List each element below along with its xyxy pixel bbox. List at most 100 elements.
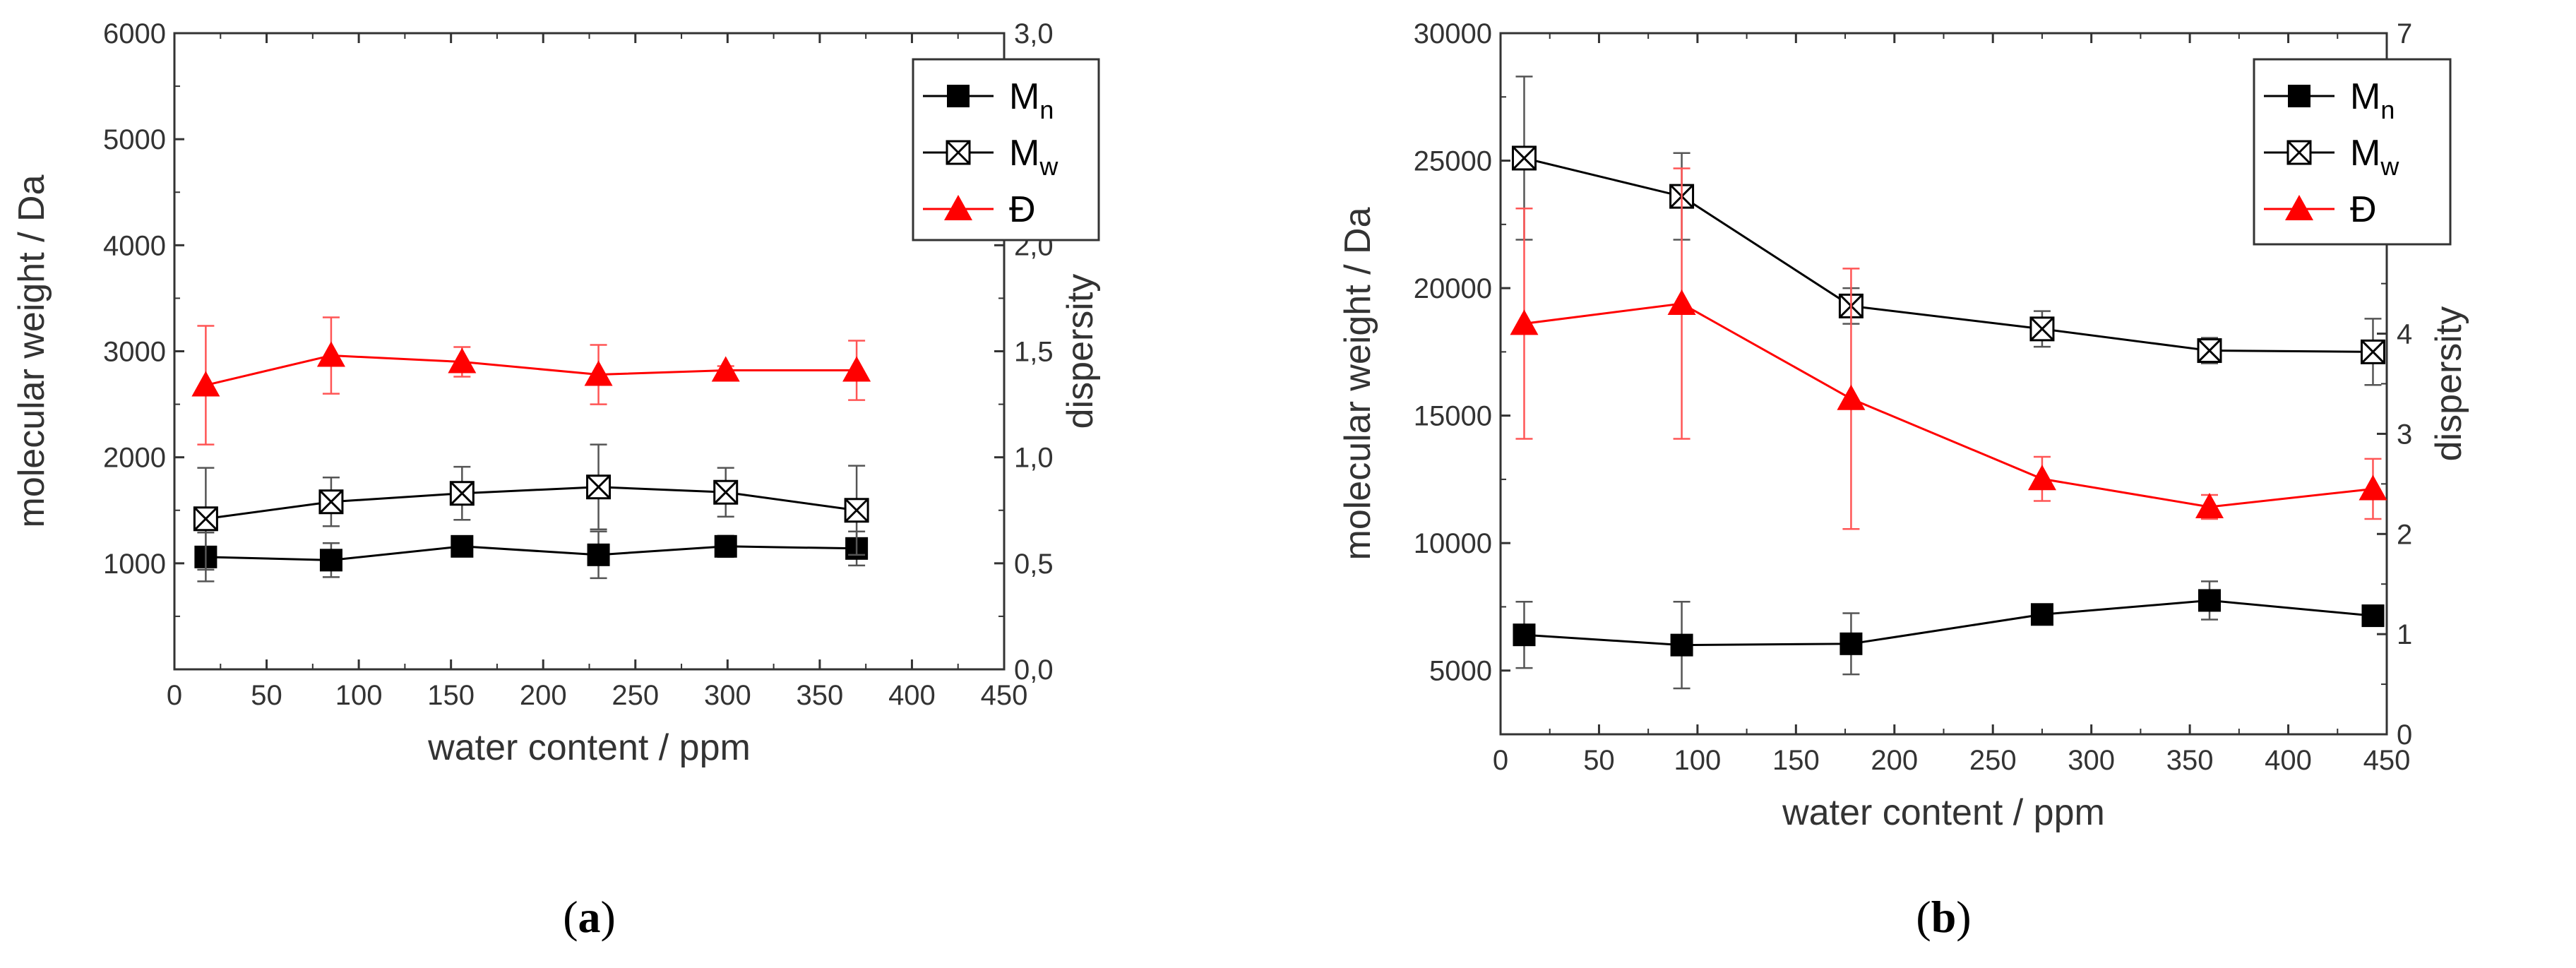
panel-a-data-point-cross-b: [450, 481, 475, 506]
panel-a-series-line: [205, 354, 857, 387]
panel-a-legend-item: Đ: [923, 189, 1036, 230]
panel-b-x-tick-label: 100: [1674, 745, 1722, 776]
panel-b-caption: (b): [1916, 892, 1971, 942]
panel-a-y2-tick-label: 1,5: [1014, 337, 1054, 368]
panel-b-legend-marker-cross-b: [2286, 140, 2312, 165]
panel-b-caption-open: (: [1916, 892, 1931, 942]
panel-b-x-tick-label: 450: [2363, 745, 2411, 776]
panel-b-y-tick-label: 30000: [1414, 18, 1492, 49]
panel-b-legend-marker: [2286, 140, 2312, 165]
panel-a-data-point-cross-b: [586, 474, 611, 499]
panel-a-legend-marker-cross-b: [946, 140, 971, 165]
panel-a-caption: (a): [563, 892, 616, 942]
panel-b-data-point: [1510, 309, 1539, 335]
panel-a-data-point: [586, 474, 612, 500]
panel-b-series-line: [1524, 599, 2373, 647]
panel-a-y2-tick-label: 0,0: [1014, 655, 1054, 686]
panel-a-y-tick-label: 2000: [103, 443, 166, 474]
panel-b-data-point: [2360, 339, 2385, 364]
panel-b-y2-tick-label: 2: [2397, 519, 2412, 550]
panel-a-legend-item: Mn: [923, 76, 1054, 124]
panel-a-caption-close: ): [601, 892, 616, 942]
panel-b-caption-close: ): [1956, 892, 1971, 942]
panel-b-legend-item: Mw: [2264, 133, 2399, 181]
panel-a-series-line: [205, 486, 857, 520]
panel-b-x-axis-title: water content / ppm: [1782, 792, 2105, 833]
panel-b-y2-tick-label: 7: [2397, 18, 2412, 49]
panel-b-legend-label-sub: n: [2380, 95, 2395, 124]
panel-b-data-point: [1513, 623, 1536, 647]
panel-a-x-tick-label: 0: [167, 680, 182, 711]
panel-a-caption-letter: a: [578, 892, 601, 942]
panel-a-data-point: [191, 371, 220, 397]
panel-a-legend-label-main: M: [1009, 76, 1039, 117]
panel-a-legend-item: Mw: [923, 133, 1059, 181]
panel-b-series-line: [1524, 157, 2373, 353]
panel-a-data-point: [587, 543, 610, 566]
panel-b-data-point-cross-b: [2197, 338, 2222, 363]
panel-b-y-tick-label: 25000: [1414, 146, 1492, 177]
panel-a-y2-axis-title: dispersity: [1060, 274, 1101, 429]
panel-b-x-tick-label: 150: [1772, 745, 1820, 776]
panel-b-y-tick-label: 20000: [1414, 273, 1492, 304]
panel-a-legend-label: Mn: [1009, 76, 1054, 124]
panel-a-x-axis-title: water content / ppm: [427, 727, 751, 768]
panel-a-x-tick-label: 50: [251, 680, 282, 711]
panel-a-data-point: [449, 481, 475, 506]
panel-b-x-tick-label: 400: [2265, 745, 2312, 776]
panel-a-x-tick-label: 350: [797, 680, 844, 711]
panel-b-legend-marker: [2285, 195, 2313, 220]
panel-b-legend-label-main: M: [2350, 133, 2380, 174]
panel-b-data-point: [2197, 338, 2222, 364]
panel-b-data-point: [2195, 492, 2224, 518]
panel-a-x-tick-label: 250: [612, 680, 659, 711]
panel-a-data-point: [451, 534, 474, 558]
panel-b-legend-label-sub: w: [2380, 152, 2399, 181]
panel-a-data-point: [713, 479, 739, 505]
panel-b-y2-tick-label: 0: [2397, 719, 2412, 751]
panel-a-y-axis-title: molecular weight / Da: [11, 174, 52, 527]
panel-b-data-point: [1667, 289, 1696, 316]
panel-b-data-point-cross-b: [2361, 340, 2385, 364]
panel-b-chart: 0 50 100 150 200 250 300 350 400 450 5000 10000 1500…: [1337, 18, 2469, 942]
panel-a-legend-label-main: M: [1009, 133, 1039, 174]
panel-b-data-point: [2361, 604, 2385, 628]
panel-b-data-point: [1511, 145, 1537, 171]
panel-a-y2-tick-label: 1,0: [1014, 443, 1054, 474]
panel-a-data-point: [842, 356, 871, 382]
panel-a-y2-tick-label: 3,0: [1014, 18, 1054, 49]
panel-b-data-point: [2198, 589, 2221, 612]
panel-a-data-point: [316, 341, 345, 367]
panel-b-data-point: [2029, 316, 2055, 342]
panel-b-legend-label: Mw: [2350, 133, 2399, 181]
panel-b-series-line: [1524, 302, 2373, 508]
panel-a-data-point: [448, 347, 477, 374]
panel-b-y2-tick-label: 4: [2397, 319, 2412, 350]
panel-a-legend: Mn Mw Đ: [912, 58, 1100, 241]
panel-b-data-point: [2359, 474, 2387, 501]
panel-a-data-point: [319, 549, 342, 572]
panel-b-x-tick-label: 50: [1583, 745, 1615, 776]
panel-b-y-tick-label: 10000: [1414, 528, 1492, 559]
panel-a-legend-marker: [946, 140, 971, 165]
panel-b-y2-tick-label: 1: [2397, 619, 2412, 650]
panel-b-y2-tick-label: 3: [2397, 419, 2412, 450]
panel-a-x-tick-label: 450: [981, 680, 1028, 711]
panel-a-data-point-cross-b: [845, 498, 869, 522]
panel-b-data-point: [2030, 603, 2053, 626]
panel-b-legend-item: Mn: [2264, 76, 2395, 124]
panel-a-x-tick-label: 200: [520, 680, 567, 711]
panel-b-legend-label-main: M: [2350, 76, 2380, 117]
panel-a-legend-marker: [947, 85, 970, 107]
panel-b-series-: [1510, 167, 2387, 530]
panel-a-legend-marker: [944, 195, 972, 220]
panel-b-data-point: [2027, 465, 2056, 491]
panel-b-legend-label: Đ: [2350, 189, 2377, 230]
panel-a-series-line: [205, 545, 857, 561]
panel-b-y-tick-label: 15000: [1414, 401, 1492, 432]
panel-b-y2-axis-title: dispersity: [2428, 306, 2469, 462]
panel-a-data-point-cross-b: [318, 489, 344, 514]
